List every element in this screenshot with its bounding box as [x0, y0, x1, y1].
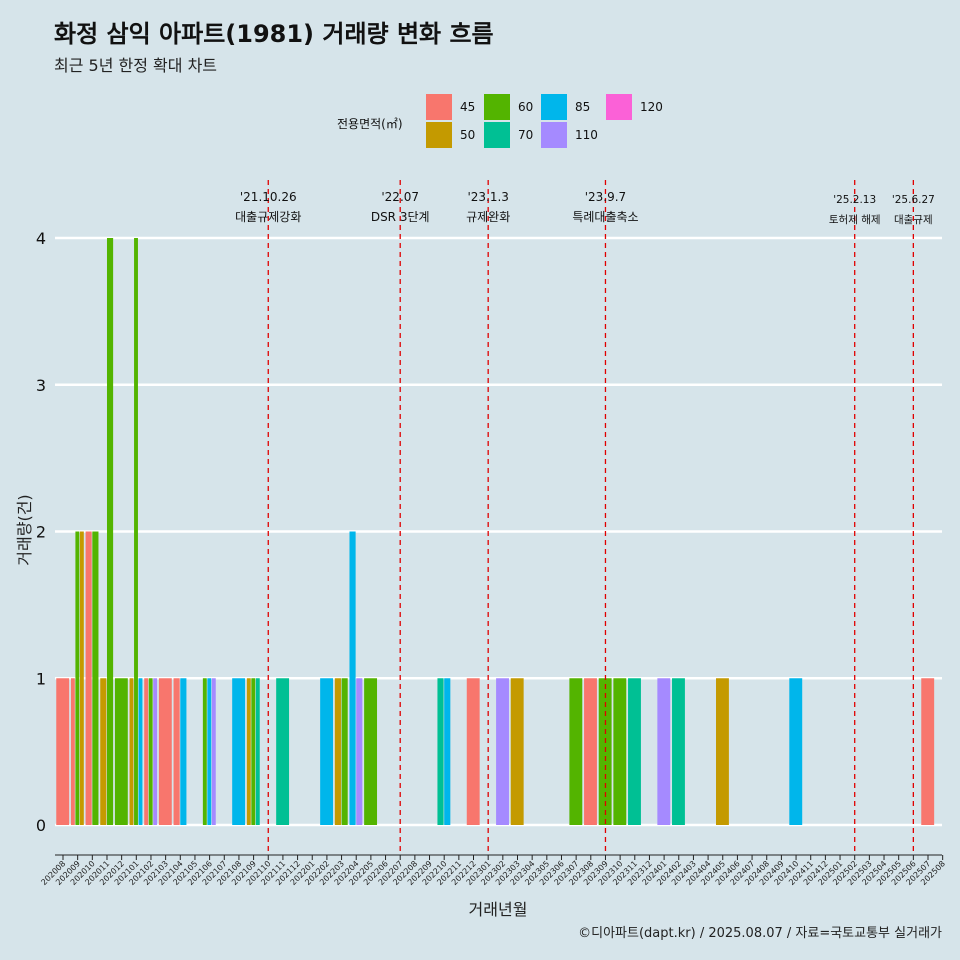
- bar: [349, 531, 356, 825]
- legend-label: 70: [518, 128, 533, 142]
- event-label: 특례대출축소: [572, 210, 638, 224]
- bar: [255, 678, 260, 825]
- legend-swatch: [484, 94, 510, 120]
- bar: [466, 678, 480, 825]
- bar: [341, 678, 348, 825]
- legend-label: 85: [575, 100, 590, 114]
- y-tick-label: 2: [36, 523, 46, 542]
- chart-subtitle: 최근 5년 한정 확대 차트: [54, 56, 218, 75]
- bar: [158, 678, 172, 825]
- bar: [657, 678, 671, 825]
- legend-label: 120: [640, 100, 663, 114]
- bar: [628, 678, 641, 825]
- bar: [921, 678, 935, 825]
- bar: [320, 678, 334, 825]
- bar: [56, 678, 70, 825]
- bar: [496, 678, 509, 825]
- legend-swatch: [541, 122, 567, 148]
- legend-label: 110: [575, 128, 598, 142]
- y-tick-label: 1: [36, 669, 46, 688]
- bar: [510, 678, 524, 825]
- bar: [70, 678, 75, 825]
- y-tick-label: 4: [36, 229, 46, 248]
- bar: [584, 678, 597, 825]
- event-label: 규제완화: [466, 210, 510, 224]
- bar: [211, 678, 216, 825]
- bar: [613, 678, 627, 825]
- bar: [180, 678, 187, 825]
- bar: [134, 238, 138, 825]
- bar: [444, 678, 451, 825]
- bar: [148, 678, 153, 825]
- legend-swatch: [426, 94, 452, 120]
- legend-label: 45: [460, 100, 475, 114]
- event-date: '21.10.26: [240, 190, 297, 204]
- bar: [569, 678, 583, 825]
- bar: [356, 678, 363, 825]
- bar: [246, 678, 251, 825]
- bar: [232, 678, 246, 825]
- event-date: '25.2.13: [833, 194, 876, 206]
- chart-title: 화정 삼익 아파트(1981) 거래량 변화 흐름: [54, 20, 494, 48]
- y-tick-label: 3: [36, 376, 46, 395]
- legend-label: 60: [518, 100, 533, 114]
- bar: [100, 678, 107, 825]
- legend-label: 50: [460, 128, 475, 142]
- legend-swatch: [484, 122, 510, 148]
- bar: [251, 678, 256, 825]
- legend-swatch: [541, 94, 567, 120]
- chart-caption: ©디아파트(dapt.kr) / 2025.08.07 / 자료=국토교통부 실…: [578, 926, 942, 941]
- bar: [106, 238, 114, 825]
- bar: [138, 678, 143, 825]
- bar: [144, 678, 149, 825]
- bar: [114, 678, 128, 825]
- bar: [92, 531, 99, 825]
- y-axis-title: 거래량(건): [15, 494, 34, 565]
- event-label: 대출규제: [894, 214, 933, 226]
- bar: [173, 678, 180, 825]
- y-tick-label: 0: [36, 816, 46, 835]
- bar: [789, 678, 803, 825]
- bar: [437, 678, 444, 825]
- event-date: '22.07: [381, 190, 419, 204]
- legend-title: 전용면적(㎡): [337, 117, 403, 131]
- bar: [672, 678, 685, 825]
- bar: [79, 531, 84, 825]
- event-date: '23.9.7: [585, 190, 626, 204]
- x-axis-title: 거래년월: [469, 900, 528, 919]
- bar: [334, 678, 341, 825]
- bar: [276, 678, 290, 825]
- bar: [207, 678, 212, 825]
- legend-swatch: [606, 94, 632, 120]
- bar: [129, 678, 134, 825]
- event-label: DSR 3단계: [371, 210, 430, 224]
- bar: [153, 678, 158, 825]
- legend-swatch: [426, 122, 452, 148]
- event-label: 대출규제강화: [235, 210, 301, 224]
- bar: [716, 678, 729, 825]
- event-label: 토허제 해제: [829, 213, 881, 226]
- bar: [75, 531, 80, 825]
- bar: [85, 531, 92, 825]
- event-date: '25.6.27: [892, 194, 935, 206]
- event-date: '23.1.3: [467, 190, 508, 204]
- bar: [364, 678, 378, 825]
- bar: [202, 678, 207, 825]
